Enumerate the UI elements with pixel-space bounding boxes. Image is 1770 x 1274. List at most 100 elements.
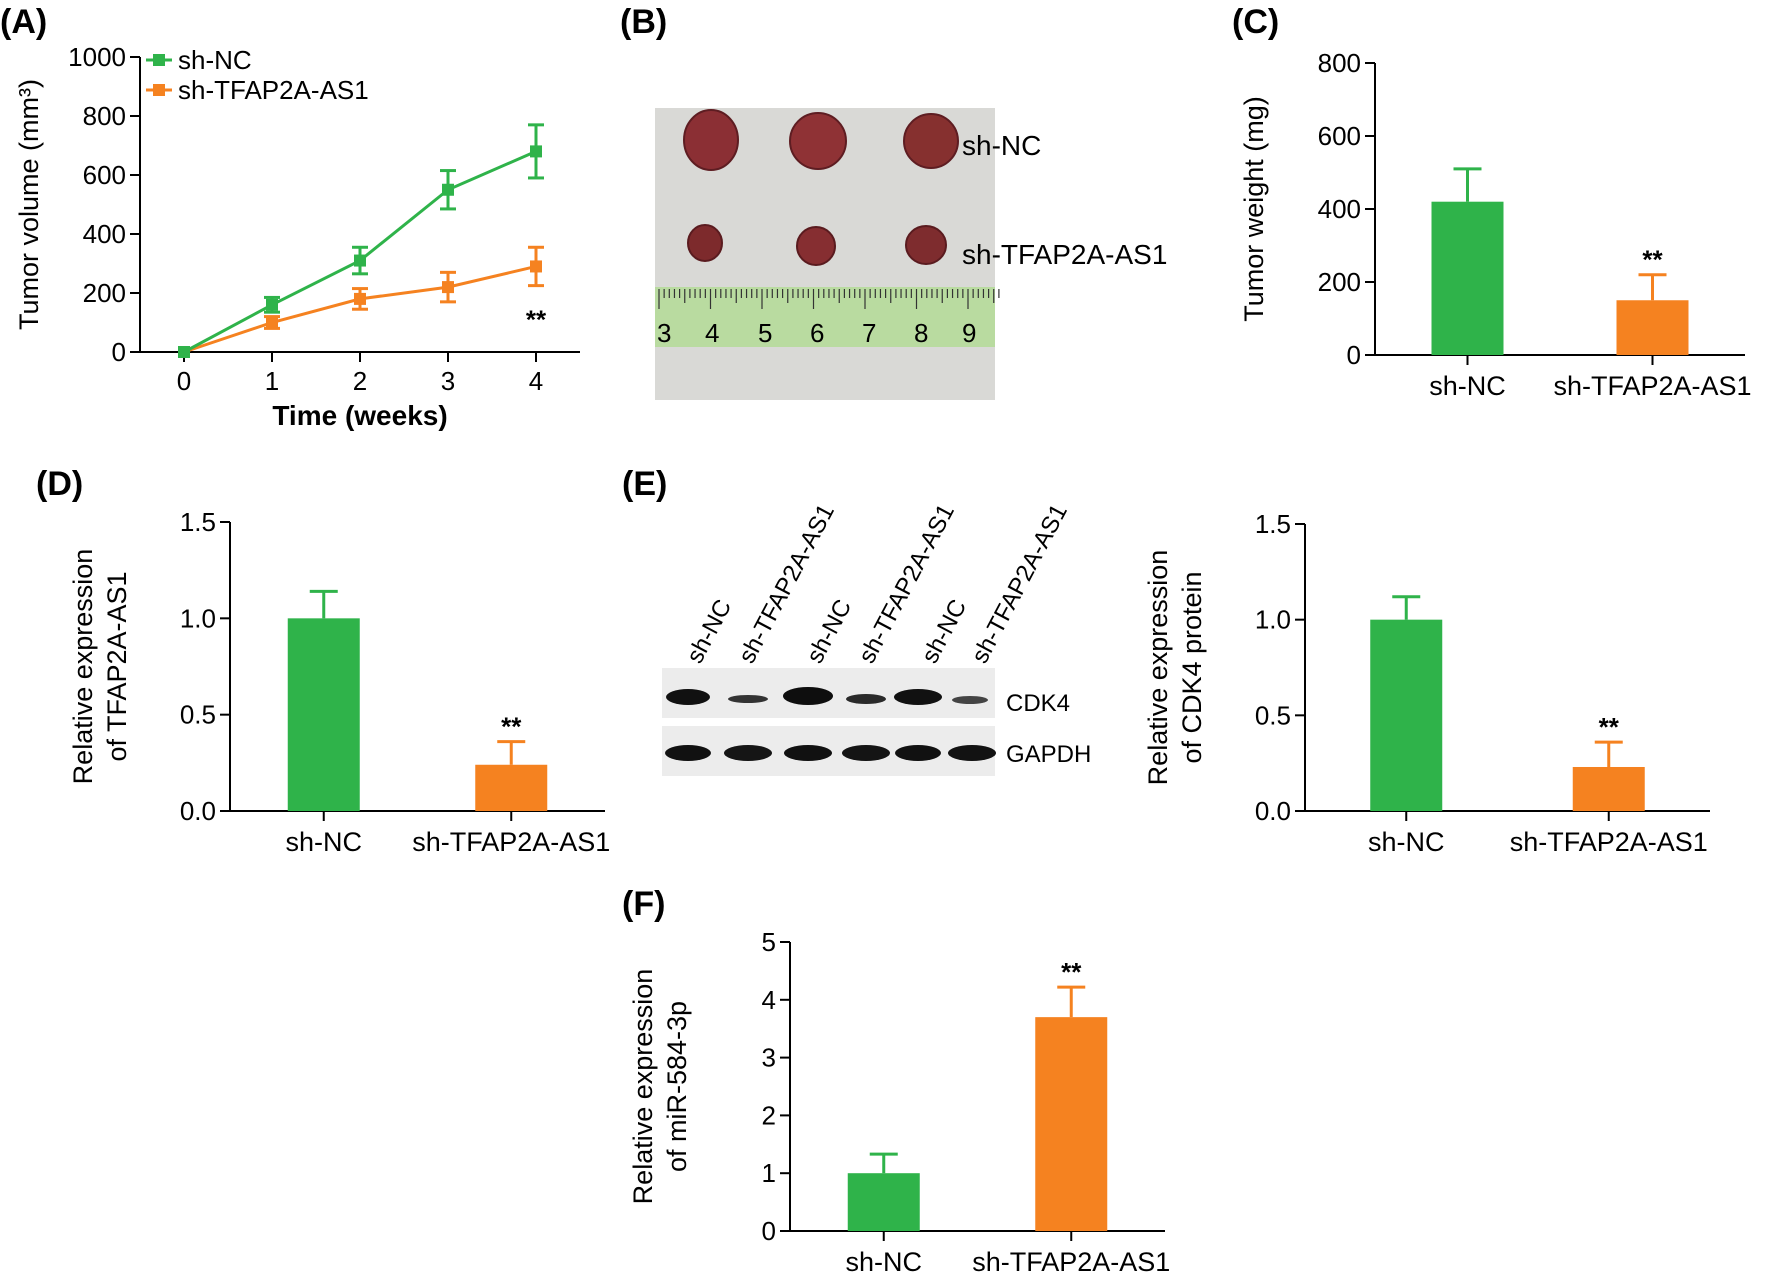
y-axis-title: Tumor volume (mm³) [14,79,44,330]
tumors-sh-tfap2a-as1 [687,224,947,266]
y-tick-label: 3 [762,1043,776,1073]
ruler-number: 5 [758,318,772,348]
legend-marker [153,54,165,66]
x-tick-label: sh-NC [1368,827,1445,857]
ruler-number: 4 [705,318,719,348]
x-tick-label: 2 [353,366,367,396]
y-tick-label: 1.0 [180,603,216,633]
y-tick-label: 800 [83,101,126,131]
ruler-number: 7 [862,318,876,348]
photo-label-sh-tfap2a-as1: sh-TFAP2A-AS1 [962,239,1167,270]
band-cdk4 [728,695,768,703]
y-tick-label: 600 [1318,121,1361,151]
y-axis-title: of miR-584-3p [662,1001,692,1172]
y-tick-label: 1000 [68,42,126,72]
panel-letter-d: (D) [36,465,83,503]
x-tick-label: 1 [265,366,279,396]
x-tick-label: sh-TFAP2A-AS1 [972,1247,1170,1274]
y-axis-title: Tumor weight (mg) [1239,96,1269,322]
significance-label: ** [1061,957,1082,987]
band-cdk4 [666,689,710,705]
bar [1431,201,1504,355]
y-axis-title: of TFAP2A-AS1 [102,571,132,761]
ruler-number: 9 [962,318,976,348]
y-tick-label: 400 [1318,194,1361,224]
blot-lane-labels: sh-NC sh-TFAP2A-AS1 sh-NC sh-TFAP2A-AS1 … [681,500,1072,668]
x-tick-label: sh-NC [1429,371,1506,401]
x-tick-label: 4 [529,366,543,396]
band-gapdh [948,745,996,761]
data-point [354,254,366,267]
y-axis-title: Relative expression [1143,550,1173,786]
x-tick-label: sh-NC [285,827,362,857]
bar [1035,1017,1108,1231]
y-tick-label: 0.5 [180,700,216,730]
blot-label-gapdh: GAPDH [1006,741,1091,768]
tumor [683,109,739,171]
y-tick-label: 800 [1318,48,1361,78]
tumor [903,113,959,169]
significance-label: ** [501,712,522,742]
data-point [530,260,542,273]
panel-letter-f: (F) [622,885,665,923]
legend-label: sh-NC [178,45,252,75]
ruler-number: 8 [914,318,928,348]
panel-letter-e: (E) [622,465,667,503]
tumor [796,226,836,266]
y-tick-label: 0 [762,1216,776,1246]
data-point [354,292,366,305]
x-tick-label: 3 [441,366,455,396]
lane-label: sh-NC [801,595,857,668]
photo-label-sh-nc: sh-NC [962,130,1041,161]
band-gapdh [784,745,832,761]
y-tick-label: 1 [762,1158,776,1188]
band-cdk4 [952,696,988,704]
ruler-ticks [658,289,1000,309]
tfap2a-as1-expression-bar-chart: 0.0 0.5 1.0 1.5 sh-NC sh-TFAP2A-AS1 ** Relative… [68,507,610,857]
band-cdk4 [894,689,942,705]
bar [847,1173,920,1231]
x-tick-label: sh-NC [845,1247,922,1274]
y-tick-label: 600 [83,160,126,190]
x-tick-label: sh-TFAP2A-AS1 [1510,827,1708,857]
data-point [442,183,454,196]
data-point [266,298,278,311]
significance-label: ** [1642,245,1663,275]
y-tick-label: 0.0 [1255,796,1291,826]
tumor [687,224,723,262]
y-axis-title: Relative expression [68,549,98,785]
tumor-weight-bar-chart: 0 200 400 600 800 sh-NC sh-TFAP2A-AS1 ** Tumor w… [1239,48,1752,401]
data-point [442,281,454,294]
cdk4-protein-expression-bar-chart: 0.0 0.5 1.0 1.5 sh-NC sh-TFAP2A-AS1 ** Relative… [1143,509,1710,857]
bar [475,764,548,811]
ruler [655,287,995,347]
legend-label: sh-TFAP2A-AS1 [178,75,369,105]
y-tick-label: 1.5 [180,507,216,537]
mir-584-3p-expression-bar-chart: 0 1 2 3 4 5 sh-NC sh-TFAP2A-AS1 ** Relative expre… [628,927,1170,1274]
bar [1572,766,1645,811]
data-point [178,346,190,358]
ruler-number: 3 [657,318,671,348]
y-tick-label: 2 [762,1100,776,1130]
band-gapdh [842,745,890,761]
y-axis-title: of CDK4 protein [1177,571,1207,763]
bar [1616,300,1689,355]
significance-label: ** [526,304,547,334]
data-point [530,145,542,158]
data-point [266,316,278,329]
y-tick-label: 1.0 [1255,605,1291,635]
x-tick-label: sh-TFAP2A-AS1 [412,827,610,857]
tumors-sh-nc [683,109,959,171]
y-tick-label: 5 [762,927,776,957]
y-tick-label: 0.0 [180,796,216,826]
band-gapdh [665,745,711,761]
blot-label-cdk4: CDK4 [1006,690,1070,717]
band-gapdh [895,745,941,761]
band-cdk4 [846,694,886,704]
tumor-volume-line-chart: 0 200 400 600 800 1000 0 1 2 3 4 ** sh-NCsh-TFAP2A-A… [14,42,580,431]
y-tick-label: 200 [83,278,126,308]
x-tick-label: sh-TFAP2A-AS1 [1553,371,1751,401]
y-tick-label: 0 [1347,340,1361,370]
western-blot [662,668,996,776]
